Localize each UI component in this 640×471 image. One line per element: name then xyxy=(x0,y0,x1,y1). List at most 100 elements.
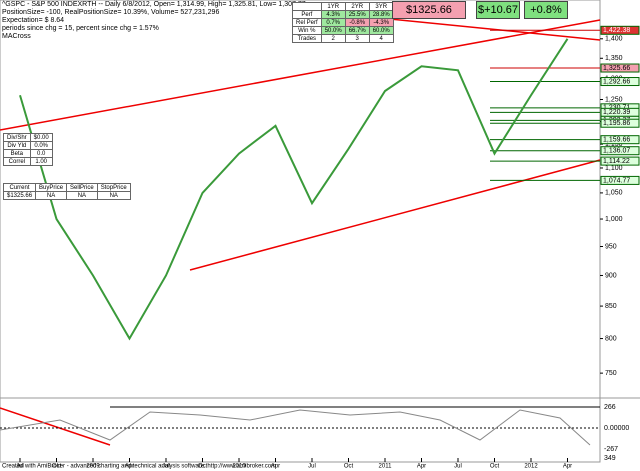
y-tick-label: 850 xyxy=(605,303,617,310)
cell: NA xyxy=(35,191,68,200)
level-box xyxy=(600,63,640,73)
level-box xyxy=(600,118,640,128)
cell: 66.7% xyxy=(344,26,370,35)
header-line: PositionSize= -100, RealPositionSize= 10… xyxy=(2,9,220,16)
cell: Current xyxy=(2,183,37,192)
x-tick-label: 2009 xyxy=(86,464,100,470)
level-label: 1,074.77 xyxy=(603,177,630,184)
x-tick-label: Oct xyxy=(52,464,62,470)
trend-line xyxy=(379,17,601,41)
trend-line xyxy=(0,19,601,131)
cell: NA xyxy=(96,191,131,200)
x-tick-label: 2012 xyxy=(524,464,538,470)
cell xyxy=(292,2,322,11)
row: 1YR 2YR 3YR xyxy=(292,2,394,11)
level-label: 1,195.86 xyxy=(603,120,630,127)
row: Div Yld 0.0% xyxy=(3,141,53,150)
x-tick-label: Oct xyxy=(344,464,354,470)
x-tick-label: Apr xyxy=(563,464,572,470)
cell: 3 xyxy=(344,34,370,43)
price-box: $1325.66 xyxy=(392,1,466,19)
row: Rel Perf 0.7% -0.8% -4.3% xyxy=(292,18,394,27)
level-box xyxy=(600,135,640,145)
y-tick-label: 1,350 xyxy=(605,55,623,62)
header-line: periods since chg = 15, percent since ch… xyxy=(2,25,159,32)
price-box: +0.8% xyxy=(524,1,568,19)
cell: 25.5% xyxy=(344,10,370,19)
cell: 0.0 xyxy=(29,149,53,158)
cell: StopPrice xyxy=(96,183,131,192)
cell: BuyPrice xyxy=(35,183,68,192)
cell: 1.00 xyxy=(29,157,53,166)
x-tick-label: Jul xyxy=(308,464,316,470)
x-tick-label: Apr xyxy=(125,464,134,470)
y-tick-label: 1,100 xyxy=(605,165,623,172)
x-tick-label: Apr xyxy=(271,464,280,470)
indicator-label: 0.00000 xyxy=(604,425,629,432)
price-line xyxy=(19,38,569,341)
x-tick-label: Jul xyxy=(16,464,24,470)
x-tick-label: Oct xyxy=(490,464,500,470)
x-tick-label: Apr xyxy=(417,464,426,470)
level-box xyxy=(600,77,640,87)
indicator-label: 266 xyxy=(604,404,616,411)
plot-frame xyxy=(0,0,601,463)
row: Perf 4.3% 25.5% 28.8% xyxy=(292,10,394,19)
y-tick-label: 1,150 xyxy=(605,141,623,148)
row: Trades 2 3 4 xyxy=(292,34,394,43)
cell: Perf xyxy=(292,10,322,19)
cell: SellPrice xyxy=(66,183,98,192)
cell: Rel Perf xyxy=(292,18,322,27)
y-tick-label: 900 xyxy=(605,272,617,279)
cell: 28.8% xyxy=(368,10,394,19)
header-line: Expectation= $ 8.64 xyxy=(2,17,65,24)
price-box: $+10.67 xyxy=(476,1,520,19)
indicator-curve xyxy=(0,409,591,446)
cell: 4 xyxy=(368,34,394,43)
level-box xyxy=(600,25,640,35)
row: $1325.66 NA NA NA xyxy=(2,191,131,200)
indicator-label: -267 xyxy=(604,446,618,453)
y-tick-label: 1,050 xyxy=(605,190,623,197)
cell: 0.0% xyxy=(29,141,53,150)
cell: 1YR xyxy=(320,2,346,11)
indicator-label: 349 xyxy=(604,455,616,462)
cell: $1325.66 xyxy=(2,191,37,200)
y-tick-label: 1,250 xyxy=(605,96,623,103)
level-box xyxy=(600,146,640,156)
row: Win % 50.0% 66.7% 60.0% xyxy=(292,26,394,35)
div-table: Div/Shr $0.00 Div Yld 0.0% Beta 0.0 Correl 1.00 xyxy=(3,133,53,166)
level-box xyxy=(600,175,640,185)
cell: 50.0% xyxy=(320,26,346,35)
x-tick-label: Jul xyxy=(454,464,462,470)
row: Beta 0.0 xyxy=(3,149,53,158)
header-line: MACross xyxy=(2,33,31,40)
cell: 3YR xyxy=(368,2,394,11)
cell: 2 xyxy=(320,34,346,43)
x-tick-label: Oct xyxy=(198,464,208,470)
header-line: ^GSPC - S&P 500 INDEXRTH -- Daily 6/8/20… xyxy=(2,1,306,8)
cell: 2YR xyxy=(344,2,370,11)
y-tick-label: 800 xyxy=(605,335,617,342)
row: Correl 1.00 xyxy=(3,157,53,166)
level-label: 1,220.39 xyxy=(603,109,630,116)
level-label: 1,114.22 xyxy=(603,158,630,165)
trend-line xyxy=(189,159,601,271)
cell: Beta xyxy=(3,149,31,158)
stats-table: 1YR 2YR 3YR Perf 4.3% 25.5% 28.8% Rel Perf 0.7% -… xyxy=(292,2,394,43)
x-tick-label: 2010 xyxy=(232,464,246,470)
cell: Div/Shr xyxy=(3,133,31,142)
y-tick-label: 750 xyxy=(605,370,617,377)
level-box xyxy=(600,156,640,166)
row: Current BuyPrice SellPrice StopPrice xyxy=(2,183,131,192)
cell: 60.0% xyxy=(368,26,394,35)
cell: 0.7% xyxy=(320,18,346,27)
level-label: 1,422.38 xyxy=(603,27,630,34)
cell: 4.3% xyxy=(320,10,346,19)
cell: -0.8% xyxy=(344,18,370,27)
price-table: Current BuyPrice SellPrice StopPrice $1325.6… xyxy=(2,183,131,200)
level-label: 1,136.07 xyxy=(603,148,630,155)
cell: Correl xyxy=(3,157,31,166)
